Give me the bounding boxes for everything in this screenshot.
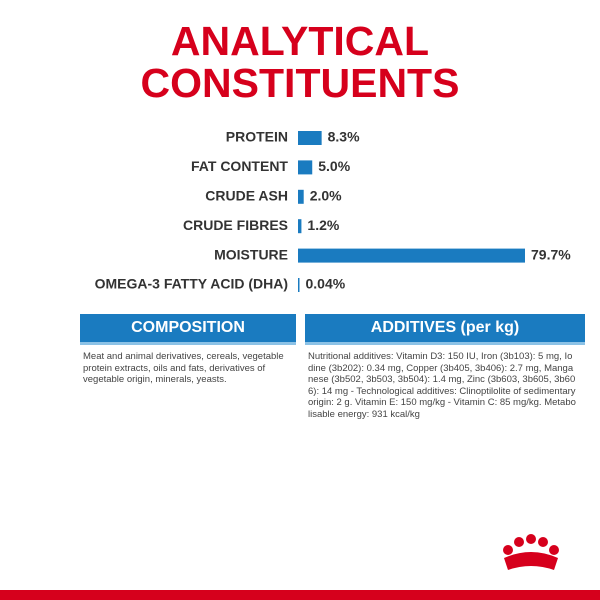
value-label: 2.0% <box>310 188 342 204</box>
value-label: 5.0% <box>318 158 350 174</box>
value-label: 1.2% <box>307 217 339 233</box>
value-label: 79.7% <box>531 246 571 262</box>
composition-text: Meat and animal derivatives, cereals, ve… <box>83 351 284 386</box>
bar <box>298 189 304 204</box>
category-label: CRUDE ASH <box>205 188 288 204</box>
category-label: MOISTURE <box>214 246 288 262</box>
chart-title: ANALYTICAL CONSTITUENTS <box>140 18 460 106</box>
additives-header: ADDITIVES (per kg) <box>305 314 585 345</box>
bar <box>298 160 313 175</box>
category-label: FAT CONTENT <box>191 158 288 174</box>
value-label: 8.3% <box>328 129 360 145</box>
logo <box>503 534 559 570</box>
category-label: PROTEIN <box>226 129 288 145</box>
value-label: 0.04% <box>306 276 346 292</box>
footer-bar <box>0 590 600 600</box>
category-label: CRUDE FIBRES <box>183 217 288 233</box>
bar <box>298 278 300 292</box>
bar <box>298 131 322 145</box>
bar <box>298 248 525 263</box>
additives-text: Nutritional additives: Vitamin D3: 150 I… <box>308 351 576 420</box>
bar <box>298 219 302 234</box>
composition-header: COMPOSITION <box>80 314 296 345</box>
category-label: OMEGA-3 FATTY ACID (DHA) <box>95 276 288 292</box>
chart: PROTEIN 8.3% FAT CONTENT 5.0% CRUDE ASH 2.0% C… <box>95 129 571 292</box>
